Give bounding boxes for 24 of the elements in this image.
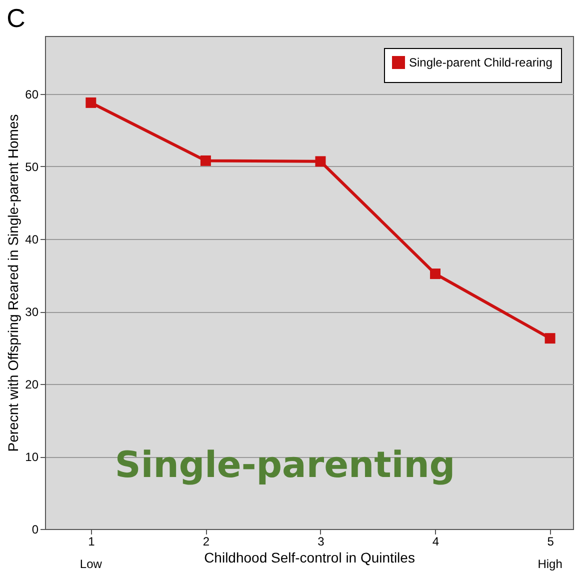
y-axis-title: Perecnt with Offspring Reared in Single-parent Homes	[5, 114, 22, 452]
x-tick-label: 5	[547, 534, 554, 548]
text: Low	[80, 557, 102, 571]
y-tick-label: 10	[25, 450, 39, 464]
legend-label: Single-parent Child-rearing	[409, 56, 552, 70]
x-axis-title: Childhood Self-control in Quintiles	[204, 550, 415, 566]
chart-title: C	[6, 3, 26, 33]
point	[315, 156, 326, 167]
point	[430, 268, 441, 280]
y-tick-label: 0	[32, 522, 39, 536]
point	[86, 97, 96, 108]
x-tick-label: 3	[318, 534, 325, 548]
y-tick-label: 40	[25, 232, 39, 246]
y-tick-label: 50	[25, 160, 39, 174]
text: High	[538, 557, 562, 571]
y-tick-label: 60	[25, 88, 39, 102]
y-tick-label: 20	[25, 378, 39, 392]
point	[200, 155, 211, 166]
x-tick-label: 4	[432, 534, 440, 548]
x-tick-label: 1	[88, 534, 96, 548]
point	[544, 333, 556, 344]
x-tick-label: 2	[202, 534, 210, 548]
y-tick-label: 30	[25, 305, 39, 319]
annotation: Single-parenting	[114, 445, 456, 486]
